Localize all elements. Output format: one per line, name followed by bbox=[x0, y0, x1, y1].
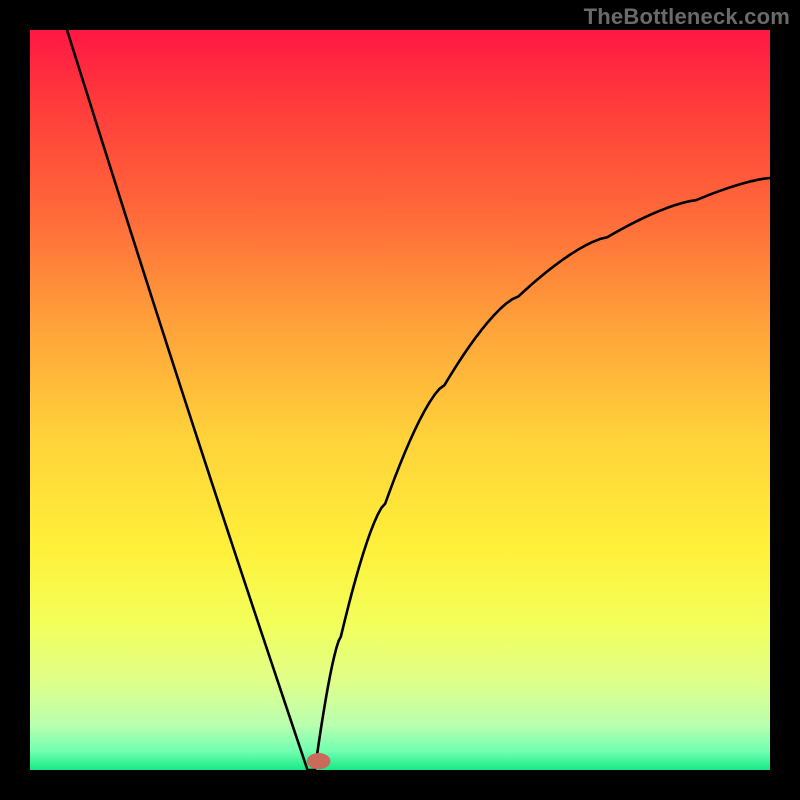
bottleneck-chart bbox=[0, 0, 800, 800]
plot-background bbox=[30, 30, 770, 770]
optimal-point-marker bbox=[307, 753, 331, 769]
watermark-text: TheBottleneck.com bbox=[584, 4, 790, 30]
chart-frame: TheBottleneck.com bbox=[0, 0, 800, 800]
